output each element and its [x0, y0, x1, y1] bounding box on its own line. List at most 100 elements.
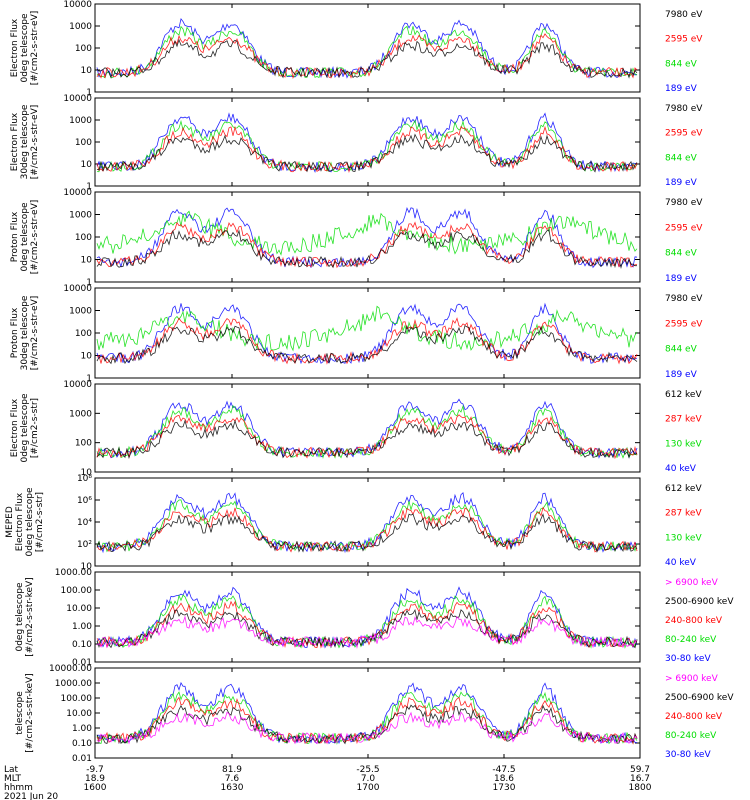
y-tick-label: 10: [81, 256, 93, 266]
x-tick-lat: 59.7: [630, 765, 650, 775]
series-black: [96, 133, 638, 173]
legend-entry: 189 eV: [665, 84, 698, 94]
panel-series: [96, 302, 638, 365]
y-axis-label: 30deg telescope: [20, 104, 30, 179]
series-green: [96, 691, 638, 745]
y-tick-label: 1: [86, 278, 92, 288]
y-tick-label: 10: [81, 160, 93, 170]
series-green: [96, 499, 638, 553]
y-tick-label: 0.01: [72, 754, 92, 764]
series-green: [96, 594, 638, 649]
legend-entry: 844 eV: [665, 59, 698, 69]
panel-6: 10 10² 10⁴ 10⁶ 10⁸ MEPED Electron Flux 0deg tel…: [5, 474, 702, 572]
legend-entry: 40 keV: [665, 558, 697, 568]
legend-entry: 612 keV: [665, 484, 702, 494]
y-tick-label: 10.00: [66, 709, 92, 719]
series-black: [96, 609, 638, 649]
series-blue: [96, 492, 638, 554]
panel-series: [96, 398, 638, 460]
legend-entry: 130 keV: [665, 439, 702, 449]
y-axis-label: 0deg telescope: [20, 202, 30, 272]
y-axis-label: Electron Flux: [15, 492, 25, 551]
series-blue: [96, 681, 638, 745]
y-tick-label: 10000: [63, 0, 92, 10]
y-tick-label: 1.00: [72, 724, 92, 734]
series-magenta: [96, 615, 638, 649]
legend-entry: 844 eV: [665, 153, 698, 163]
legend-entry: 2595 eV: [665, 35, 703, 45]
legend-entry: 189 eV: [665, 274, 698, 284]
y-axis-label: [#/cm2-s-str-eV]: [30, 296, 40, 371]
panel-frame: [94, 191, 641, 283]
y-axis-label: Electron Flux: [10, 112, 20, 171]
x-tick-hhmm: 1700: [357, 783, 380, 793]
x-tick-mlt: 7.6: [225, 774, 240, 784]
y-tick-label: 100.00: [61, 586, 93, 596]
y-axis-label: [#/cm2-s-str-eV]: [30, 11, 40, 86]
y-tick-label: 100.00: [61, 694, 93, 704]
y-tick-label: 100: [75, 44, 92, 54]
legend-entry: 189 eV: [665, 370, 698, 380]
y-axis-label: telescope: [15, 691, 25, 735]
series-blue: [96, 586, 638, 649]
legend-entry: 7980 eV: [665, 10, 703, 20]
y-tick-label: 1.00: [72, 622, 92, 632]
series-red: [96, 414, 638, 460]
x-row-label: Lat: [4, 765, 19, 775]
panel-series: [96, 207, 638, 270]
legend-entry: 7980 eV: [665, 198, 703, 208]
y-tick-label: 1000: [69, 307, 92, 317]
y-tick-label: 1000: [69, 211, 92, 221]
x-row-label: MLT: [4, 774, 22, 784]
y-tick-label: 1000.00: [55, 679, 92, 689]
x-tick-lat: -25.5: [356, 765, 379, 775]
legend-entry: 240-800 keV: [665, 616, 723, 626]
x-tick-mlt: 18.6: [494, 774, 514, 784]
y-axis-label: 0deg telescope: [25, 487, 35, 557]
y-axis-label: Electron Flux: [10, 18, 20, 77]
y-tick-label: 10: [81, 562, 93, 572]
legend-entry: 130 keV: [665, 533, 702, 543]
y-axis-label: [#/cm2-s-str-keV]: [25, 577, 35, 656]
legend-entry: 7980 eV: [665, 294, 703, 304]
y-tick-label: 1000: [69, 116, 92, 126]
y-tick-label: 10000: [63, 380, 92, 390]
x-tick-hhmm: 1630: [221, 783, 244, 793]
y-tick-label: 100: [75, 439, 92, 449]
legend-entry: 287 keV: [665, 509, 702, 519]
y-tick-label: 100: [75, 329, 92, 339]
y-axis-label: Electron Flux: [10, 398, 20, 457]
series-red: [96, 221, 638, 269]
panel-series: [96, 586, 638, 649]
series-green: [96, 404, 638, 459]
series-green: [96, 25, 638, 79]
x-tick-mlt: 18.9: [85, 774, 105, 784]
panel-2: 1 10 100 1000 10000 Electron Flux 30deg telesc…: [10, 94, 703, 192]
panel-series: [96, 681, 638, 745]
y-tick-label: 1000: [69, 409, 92, 419]
series-blue: [96, 398, 638, 459]
y-tick-label: 10000.00: [49, 664, 92, 674]
y-tick-label: 10000: [63, 94, 92, 104]
legend-entry: 2500-6900 keV: [665, 597, 734, 607]
legend-entry: 240-800 keV: [665, 712, 723, 722]
panel-series: [96, 17, 638, 80]
legend-entry: 2595 eV: [665, 129, 703, 139]
series-red: [96, 125, 638, 173]
panel-7: 0.01 0.10 1.00 10.00 100.00 1000.00 0deg teles…: [15, 568, 734, 668]
legend-entry: 2500-6900 keV: [665, 693, 734, 703]
y-axis-label: [#/cm2-s-str]: [30, 398, 40, 458]
x-tick-hhmm: 1800: [629, 783, 652, 793]
series-green: [96, 305, 638, 352]
x-tick-mlt: 7.0: [361, 774, 376, 784]
legend-entry: 80-240 keV: [665, 731, 717, 741]
legend-entry: 2595 eV: [665, 319, 703, 329]
series-blue: [96, 302, 638, 365]
y-tick-label: 10: [81, 66, 93, 76]
series-black: [96, 324, 638, 365]
legend-entry: 287 keV: [665, 415, 702, 425]
series-red: [96, 696, 638, 745]
x-tick-hhmm: 1730: [493, 783, 516, 793]
